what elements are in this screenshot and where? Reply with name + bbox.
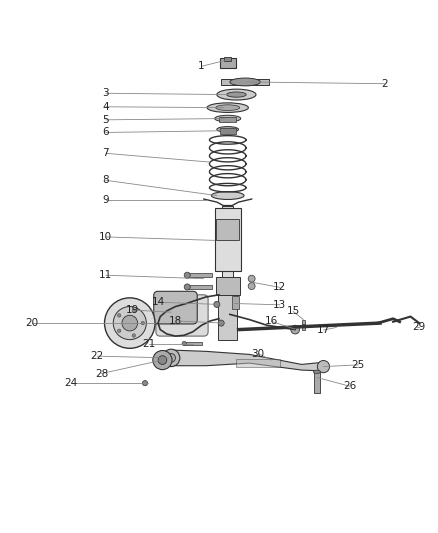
Circle shape	[291, 325, 300, 334]
Circle shape	[141, 321, 145, 325]
Text: 11: 11	[99, 270, 113, 280]
Ellipse shape	[226, 92, 246, 97]
FancyBboxPatch shape	[154, 292, 197, 324]
Circle shape	[142, 381, 148, 386]
Ellipse shape	[217, 126, 239, 132]
Text: 5: 5	[102, 115, 109, 125]
Circle shape	[153, 351, 172, 370]
Bar	[221, 79, 269, 85]
Text: 21: 21	[143, 340, 156, 350]
Text: 20: 20	[25, 318, 39, 328]
Circle shape	[248, 282, 255, 289]
Text: 16: 16	[265, 317, 278, 326]
Circle shape	[117, 329, 121, 333]
Bar	[218, 288, 237, 341]
Circle shape	[113, 306, 146, 340]
Ellipse shape	[230, 78, 260, 86]
Circle shape	[184, 272, 190, 278]
Ellipse shape	[207, 103, 248, 112]
Text: 17: 17	[317, 325, 330, 335]
Bar	[232, 296, 239, 309]
Bar	[223, 206, 233, 310]
Circle shape	[117, 313, 121, 317]
Text: 22: 22	[91, 351, 104, 361]
Ellipse shape	[314, 370, 321, 374]
Circle shape	[132, 334, 135, 337]
Text: 28: 28	[95, 368, 108, 378]
Circle shape	[162, 349, 180, 367]
Bar	[314, 372, 320, 393]
Bar	[219, 117, 237, 122]
Bar	[187, 273, 212, 277]
Text: 3: 3	[102, 88, 109, 98]
Bar	[302, 320, 305, 326]
Bar	[187, 285, 212, 289]
Text: 6: 6	[102, 127, 109, 138]
Circle shape	[182, 341, 186, 346]
Text: 18: 18	[169, 316, 182, 326]
Bar	[184, 342, 201, 345]
Text: 26: 26	[343, 381, 356, 391]
Text: 9: 9	[102, 196, 109, 205]
Text: 13: 13	[273, 300, 286, 310]
Bar	[220, 128, 236, 134]
Text: 12: 12	[273, 282, 286, 293]
Bar	[215, 208, 241, 271]
FancyBboxPatch shape	[156, 295, 208, 336]
Bar	[215, 277, 240, 295]
Circle shape	[248, 275, 255, 282]
Circle shape	[105, 298, 155, 349]
Text: 4: 4	[102, 102, 109, 112]
Circle shape	[318, 360, 329, 373]
Circle shape	[122, 315, 138, 331]
Bar	[220, 58, 236, 68]
Circle shape	[167, 353, 176, 362]
Polygon shape	[171, 350, 323, 371]
Circle shape	[218, 320, 224, 326]
Text: 30: 30	[251, 349, 265, 359]
Circle shape	[214, 301, 220, 308]
Text: 2: 2	[381, 79, 388, 88]
Bar	[224, 56, 231, 61]
Text: 19: 19	[125, 305, 138, 315]
Text: 29: 29	[413, 322, 426, 333]
Ellipse shape	[216, 105, 240, 110]
Ellipse shape	[212, 192, 244, 199]
Text: 1: 1	[198, 61, 205, 71]
Bar	[237, 359, 280, 367]
Bar	[302, 324, 305, 330]
Text: 25: 25	[352, 360, 365, 370]
Circle shape	[158, 356, 167, 365]
Text: 24: 24	[64, 378, 78, 388]
Ellipse shape	[217, 89, 256, 100]
Ellipse shape	[215, 115, 241, 122]
Text: 7: 7	[102, 148, 109, 158]
Text: 14: 14	[152, 297, 165, 307]
Text: 8: 8	[102, 175, 109, 185]
Text: 15: 15	[286, 306, 300, 316]
Circle shape	[132, 309, 135, 312]
Bar	[216, 219, 239, 240]
Circle shape	[184, 284, 190, 290]
Text: 10: 10	[99, 232, 113, 242]
